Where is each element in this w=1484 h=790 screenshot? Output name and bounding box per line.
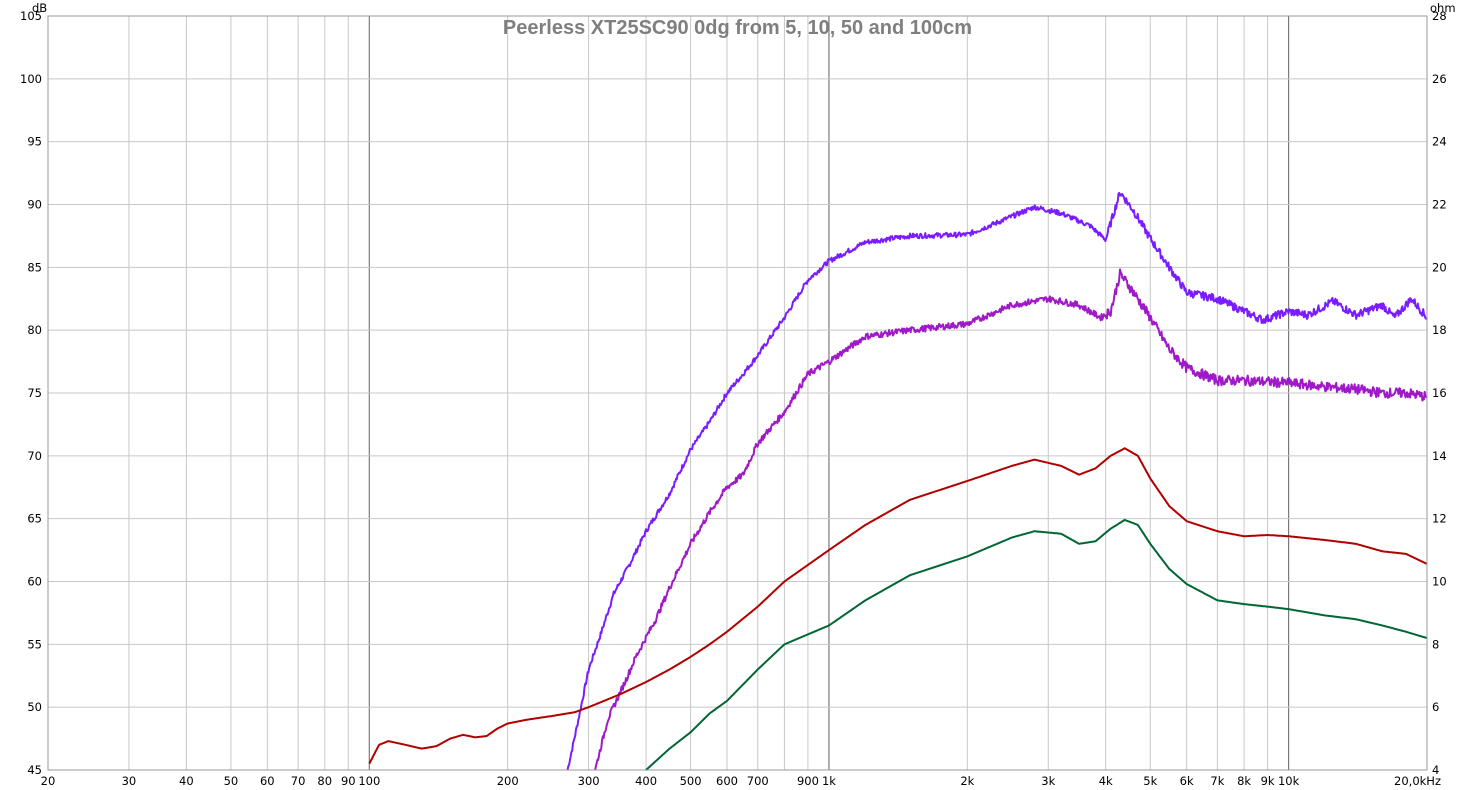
x-tick-label: 90 <box>341 774 356 788</box>
x-tick-label: 70 <box>291 774 306 788</box>
x-tick-label: 50 <box>224 774 239 788</box>
x-tick-label: 80 <box>317 774 332 788</box>
y2-tick-label: 24 <box>1432 135 1447 149</box>
y2-tick-label: 16 <box>1432 386 1447 400</box>
x-tick-label: 200 <box>497 774 519 788</box>
y2-axis-ticks: 4 6 8 10 12 14 16 18 20 22 24 26 28 <box>1432 9 1447 777</box>
y-axis-unit: dB <box>32 1 47 15</box>
x-tick-label: 7k <box>1210 774 1224 788</box>
x-tick-label: 20,0kHz <box>1394 774 1441 788</box>
y-axis-ticks: 45 50 55 60 65 70 75 80 85 90 95 100 105 <box>20 9 42 777</box>
y2-tick-label: 28 <box>1432 9 1447 23</box>
series-line-3 <box>368 447 1428 765</box>
series-layer <box>368 191 1428 771</box>
x-tick-label: 6k <box>1180 774 1194 788</box>
x-tick-label: 5k <box>1143 774 1157 788</box>
grid <box>48 16 1427 770</box>
y-tick-label: 105 <box>20 9 42 23</box>
series-line-4 <box>645 519 1428 771</box>
x-tick-label: 8k <box>1237 774 1251 788</box>
x-axis-ticks: 20 30 40 50 60 70 80 90 100 200 300 400 500 600 700 900… <box>41 774 1441 788</box>
x-tick-label: 30 <box>122 774 137 788</box>
y-tick-label: 65 <box>27 512 42 526</box>
y2-tick-label: 18 <box>1432 323 1447 337</box>
x-tick-label: 9k <box>1261 774 1275 788</box>
x-tick-label: 2k <box>960 774 974 788</box>
y2-tick-label: 4 <box>1432 763 1439 777</box>
x-tick-label: 700 <box>747 774 769 788</box>
chart-title: Peerless XT25SC90 0dg from 5, 10, 50 and… <box>503 17 972 39</box>
y-tick-label: 100 <box>20 72 42 86</box>
x-tick-label: 3k <box>1041 774 1055 788</box>
y-tick-label: 95 <box>27 135 42 149</box>
y2-tick-label: 26 <box>1432 72 1447 86</box>
x-tick-label: 20 <box>41 774 56 788</box>
x-tick-label: 1k <box>822 774 836 788</box>
y2-tick-label: 6 <box>1432 700 1439 714</box>
y2-tick-label: 10 <box>1432 575 1447 589</box>
x-tick-label: 10k <box>1278 774 1300 788</box>
y-tick-label: 55 <box>27 637 42 651</box>
y-tick-label: 90 <box>27 198 42 212</box>
x-tick-label: 300 <box>578 774 600 788</box>
y-tick-label: 60 <box>27 575 42 589</box>
y-tick-label: 75 <box>27 386 42 400</box>
y-tick-label: 70 <box>27 449 42 463</box>
y2-axis-unit: ohm <box>1430 1 1456 15</box>
y2-tick-label: 14 <box>1432 449 1447 463</box>
y2-tick-label: 22 <box>1432 198 1447 212</box>
x-tick-label: 100 <box>358 774 380 788</box>
series-line-1 <box>566 191 1428 771</box>
x-tick-label: 500 <box>680 774 702 788</box>
y-tick-label: 80 <box>27 323 42 337</box>
x-tick-label: 600 <box>716 774 738 788</box>
plot-frame <box>47 15 1428 771</box>
x-tick-label: 60 <box>260 774 275 788</box>
y2-tick-label: 20 <box>1432 260 1447 274</box>
y-tick-label: 45 <box>27 763 42 777</box>
x-tick-label: 40 <box>179 774 194 788</box>
y-tick-label: 85 <box>27 260 42 274</box>
y2-tick-label: 8 <box>1432 637 1439 651</box>
x-tick-label: 900 <box>797 774 819 788</box>
y-tick-label: 50 <box>27 700 42 714</box>
x-tick-label: 400 <box>635 774 657 788</box>
y2-tick-label: 12 <box>1432 512 1447 526</box>
x-tick-label: 4k <box>1099 774 1113 788</box>
series-line-2 <box>594 268 1428 771</box>
